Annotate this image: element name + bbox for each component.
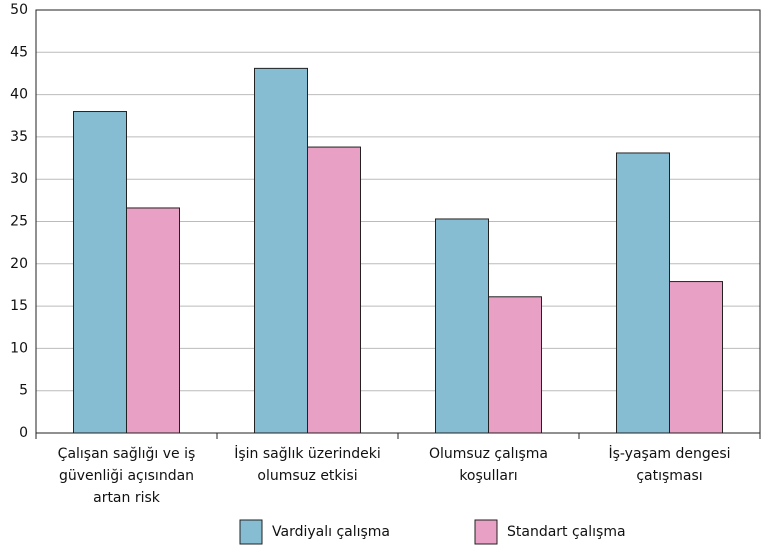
bar xyxy=(669,281,723,434)
legend-label: Standart çalışma xyxy=(507,524,626,540)
y-tick-label: 30 xyxy=(10,171,28,187)
x-tick-label: İş-yaşam dengesi çatışması xyxy=(608,446,731,484)
bar xyxy=(126,207,180,434)
y-tick-label: 35 xyxy=(10,129,28,145)
legend-swatch xyxy=(474,519,498,545)
legend-label: Vardiyalı çalışma xyxy=(272,524,390,540)
y-tick-label: 15 xyxy=(10,298,28,314)
bar xyxy=(254,67,308,434)
y-tick-label: 5 xyxy=(19,383,28,399)
bar xyxy=(73,111,127,434)
y-tick-label: 50 xyxy=(10,2,28,18)
bar xyxy=(307,146,361,434)
y-tick-label: 20 xyxy=(10,256,28,272)
y-tick-label: 45 xyxy=(10,44,28,60)
y-tick-label: 0 xyxy=(19,425,28,441)
x-tick-label: Çalışan sağlığı ve iş güvenliği açısında… xyxy=(57,446,196,506)
bar xyxy=(488,296,542,434)
y-tick-label: 10 xyxy=(10,340,28,356)
x-tick-label: Olumsuz çalışma koşulları xyxy=(429,446,548,484)
bar xyxy=(435,218,489,434)
y-tick-label: 40 xyxy=(10,87,28,103)
x-tick-label: İşin sağlık üzerindeki olumsuz etkisi xyxy=(234,446,381,484)
y-tick-label: 25 xyxy=(10,214,28,230)
bar xyxy=(616,152,670,434)
legend-swatch xyxy=(239,519,263,545)
